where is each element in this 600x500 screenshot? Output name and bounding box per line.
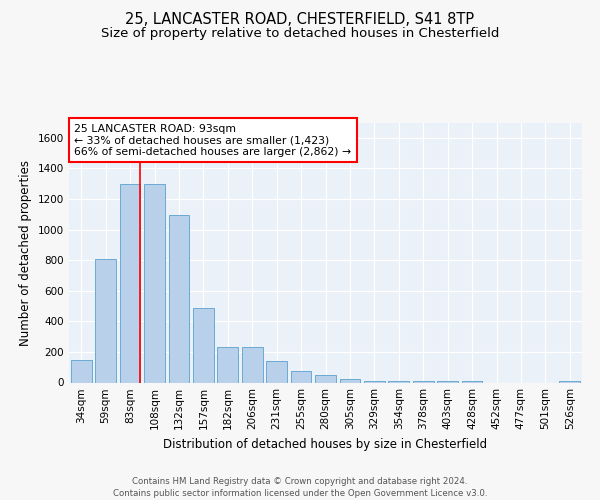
Bar: [169, 215, 190, 382]
Bar: [119, 184, 140, 382]
Bar: [217, 346, 238, 382]
Text: Contains public sector information licensed under the Open Government Licence v3: Contains public sector information licen…: [113, 488, 487, 498]
Text: Contains HM Land Registry data © Crown copyright and database right 2024.: Contains HM Land Registry data © Crown c…: [132, 477, 468, 486]
Text: Size of property relative to detached houses in Chesterfield: Size of property relative to detached ho…: [101, 28, 499, 40]
Bar: [388, 380, 409, 382]
Text: 25, LANCASTER ROAD, CHESTERFIELD, S41 8TP: 25, LANCASTER ROAD, CHESTERFIELD, S41 8T…: [125, 12, 475, 28]
Bar: [95, 258, 116, 382]
Bar: [266, 361, 287, 382]
Bar: [461, 380, 482, 382]
Bar: [559, 380, 580, 382]
Bar: [290, 371, 311, 382]
Text: 25 LANCASTER ROAD: 93sqm
← 33% of detached houses are smaller (1,423)
66% of sem: 25 LANCASTER ROAD: 93sqm ← 33% of detach…: [74, 124, 351, 157]
Bar: [193, 308, 214, 382]
Bar: [144, 184, 165, 382]
Y-axis label: Number of detached properties: Number of detached properties: [19, 160, 32, 346]
Bar: [242, 346, 263, 382]
Bar: [71, 360, 92, 382]
Bar: [413, 380, 434, 382]
Bar: [340, 378, 361, 382]
Bar: [315, 375, 336, 382]
Bar: [364, 380, 385, 382]
X-axis label: Distribution of detached houses by size in Chesterfield: Distribution of detached houses by size …: [163, 438, 488, 451]
Bar: [437, 380, 458, 382]
